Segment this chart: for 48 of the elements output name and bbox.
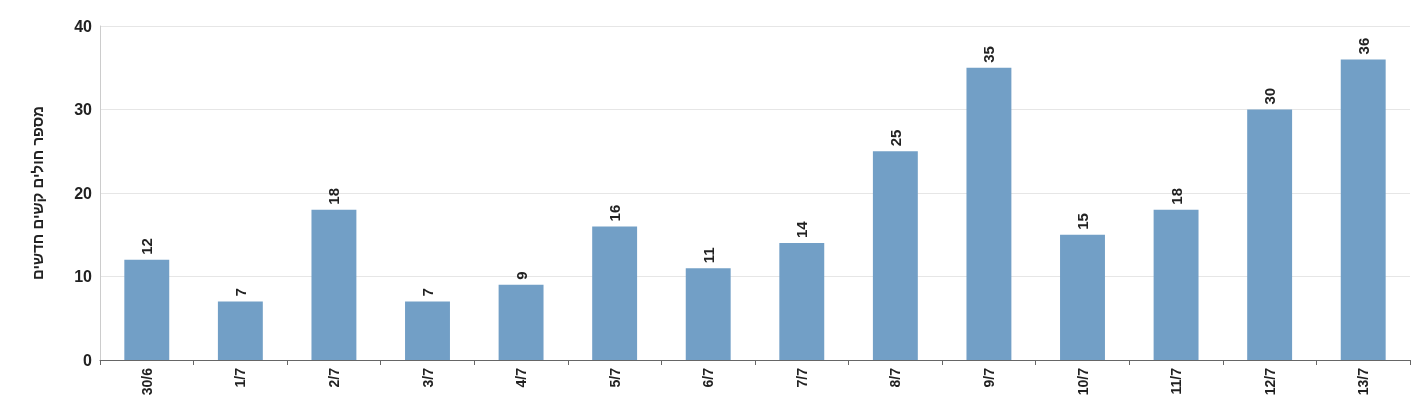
- bar: [217, 301, 263, 360]
- data-label: 7: [231, 288, 249, 297]
- bar: [124, 259, 170, 360]
- data-label: 18: [325, 188, 343, 205]
- data-label: 11: [699, 247, 717, 264]
- data-label: 7: [419, 288, 436, 297]
- y-tick-label: 30: [74, 101, 93, 118]
- x-tick-label: 6/7: [700, 367, 717, 388]
- data-label: 30: [1261, 87, 1279, 105]
- x-tick-label: 1/7: [232, 367, 249, 388]
- bar: [1153, 209, 1199, 360]
- x-tick-label: 10/7: [1074, 367, 1091, 396]
- data-label: 35: [980, 46, 998, 63]
- data-label: 15: [1074, 213, 1091, 230]
- data-label: 18: [1167, 188, 1185, 205]
- x-tick-label: 7/7: [793, 367, 810, 388]
- bar: [1060, 234, 1105, 360]
- x-tick-label: 11/7: [1168, 367, 1185, 395]
- data-label: 25: [886, 129, 904, 147]
- bar: [966, 67, 1012, 360]
- x-tick-label: 12/7: [1261, 367, 1278, 396]
- y-tick-label: 10: [74, 268, 93, 285]
- data-label: 12: [138, 238, 156, 255]
- y-tick-label: 20: [74, 184, 93, 202]
- x-tick-label: 9/7: [980, 367, 997, 388]
- data-label: 16: [606, 204, 624, 222]
- x-tick-label: 2/7: [325, 367, 342, 388]
- x-tick-label: 3/7: [419, 367, 436, 388]
- y-tick-label: 40: [74, 17, 93, 35]
- bar: [779, 243, 825, 360]
- data-label: 9: [512, 271, 530, 280]
- bar: [498, 284, 544, 360]
- bar: [685, 268, 731, 360]
- data-label: 36: [1354, 37, 1372, 55]
- bar: [1340, 59, 1386, 360]
- bar: [592, 226, 638, 360]
- bar: [872, 151, 918, 360]
- y-axis-title: מספר חולים קשים חדשים: [29, 105, 46, 281]
- bar: [1247, 109, 1293, 360]
- y-tick-label: 0: [83, 351, 93, 369]
- x-tick-label: 30/6: [138, 367, 155, 396]
- x-tick-label: 4/7: [513, 367, 530, 388]
- bar: [311, 209, 357, 360]
- x-tick-label: 8/7: [887, 367, 904, 388]
- x-tick-label: 13/7: [1355, 367, 1372, 396]
- bar: [405, 301, 450, 360]
- x-tick-label: 5/7: [606, 367, 623, 388]
- data-label: 14: [793, 220, 811, 239]
